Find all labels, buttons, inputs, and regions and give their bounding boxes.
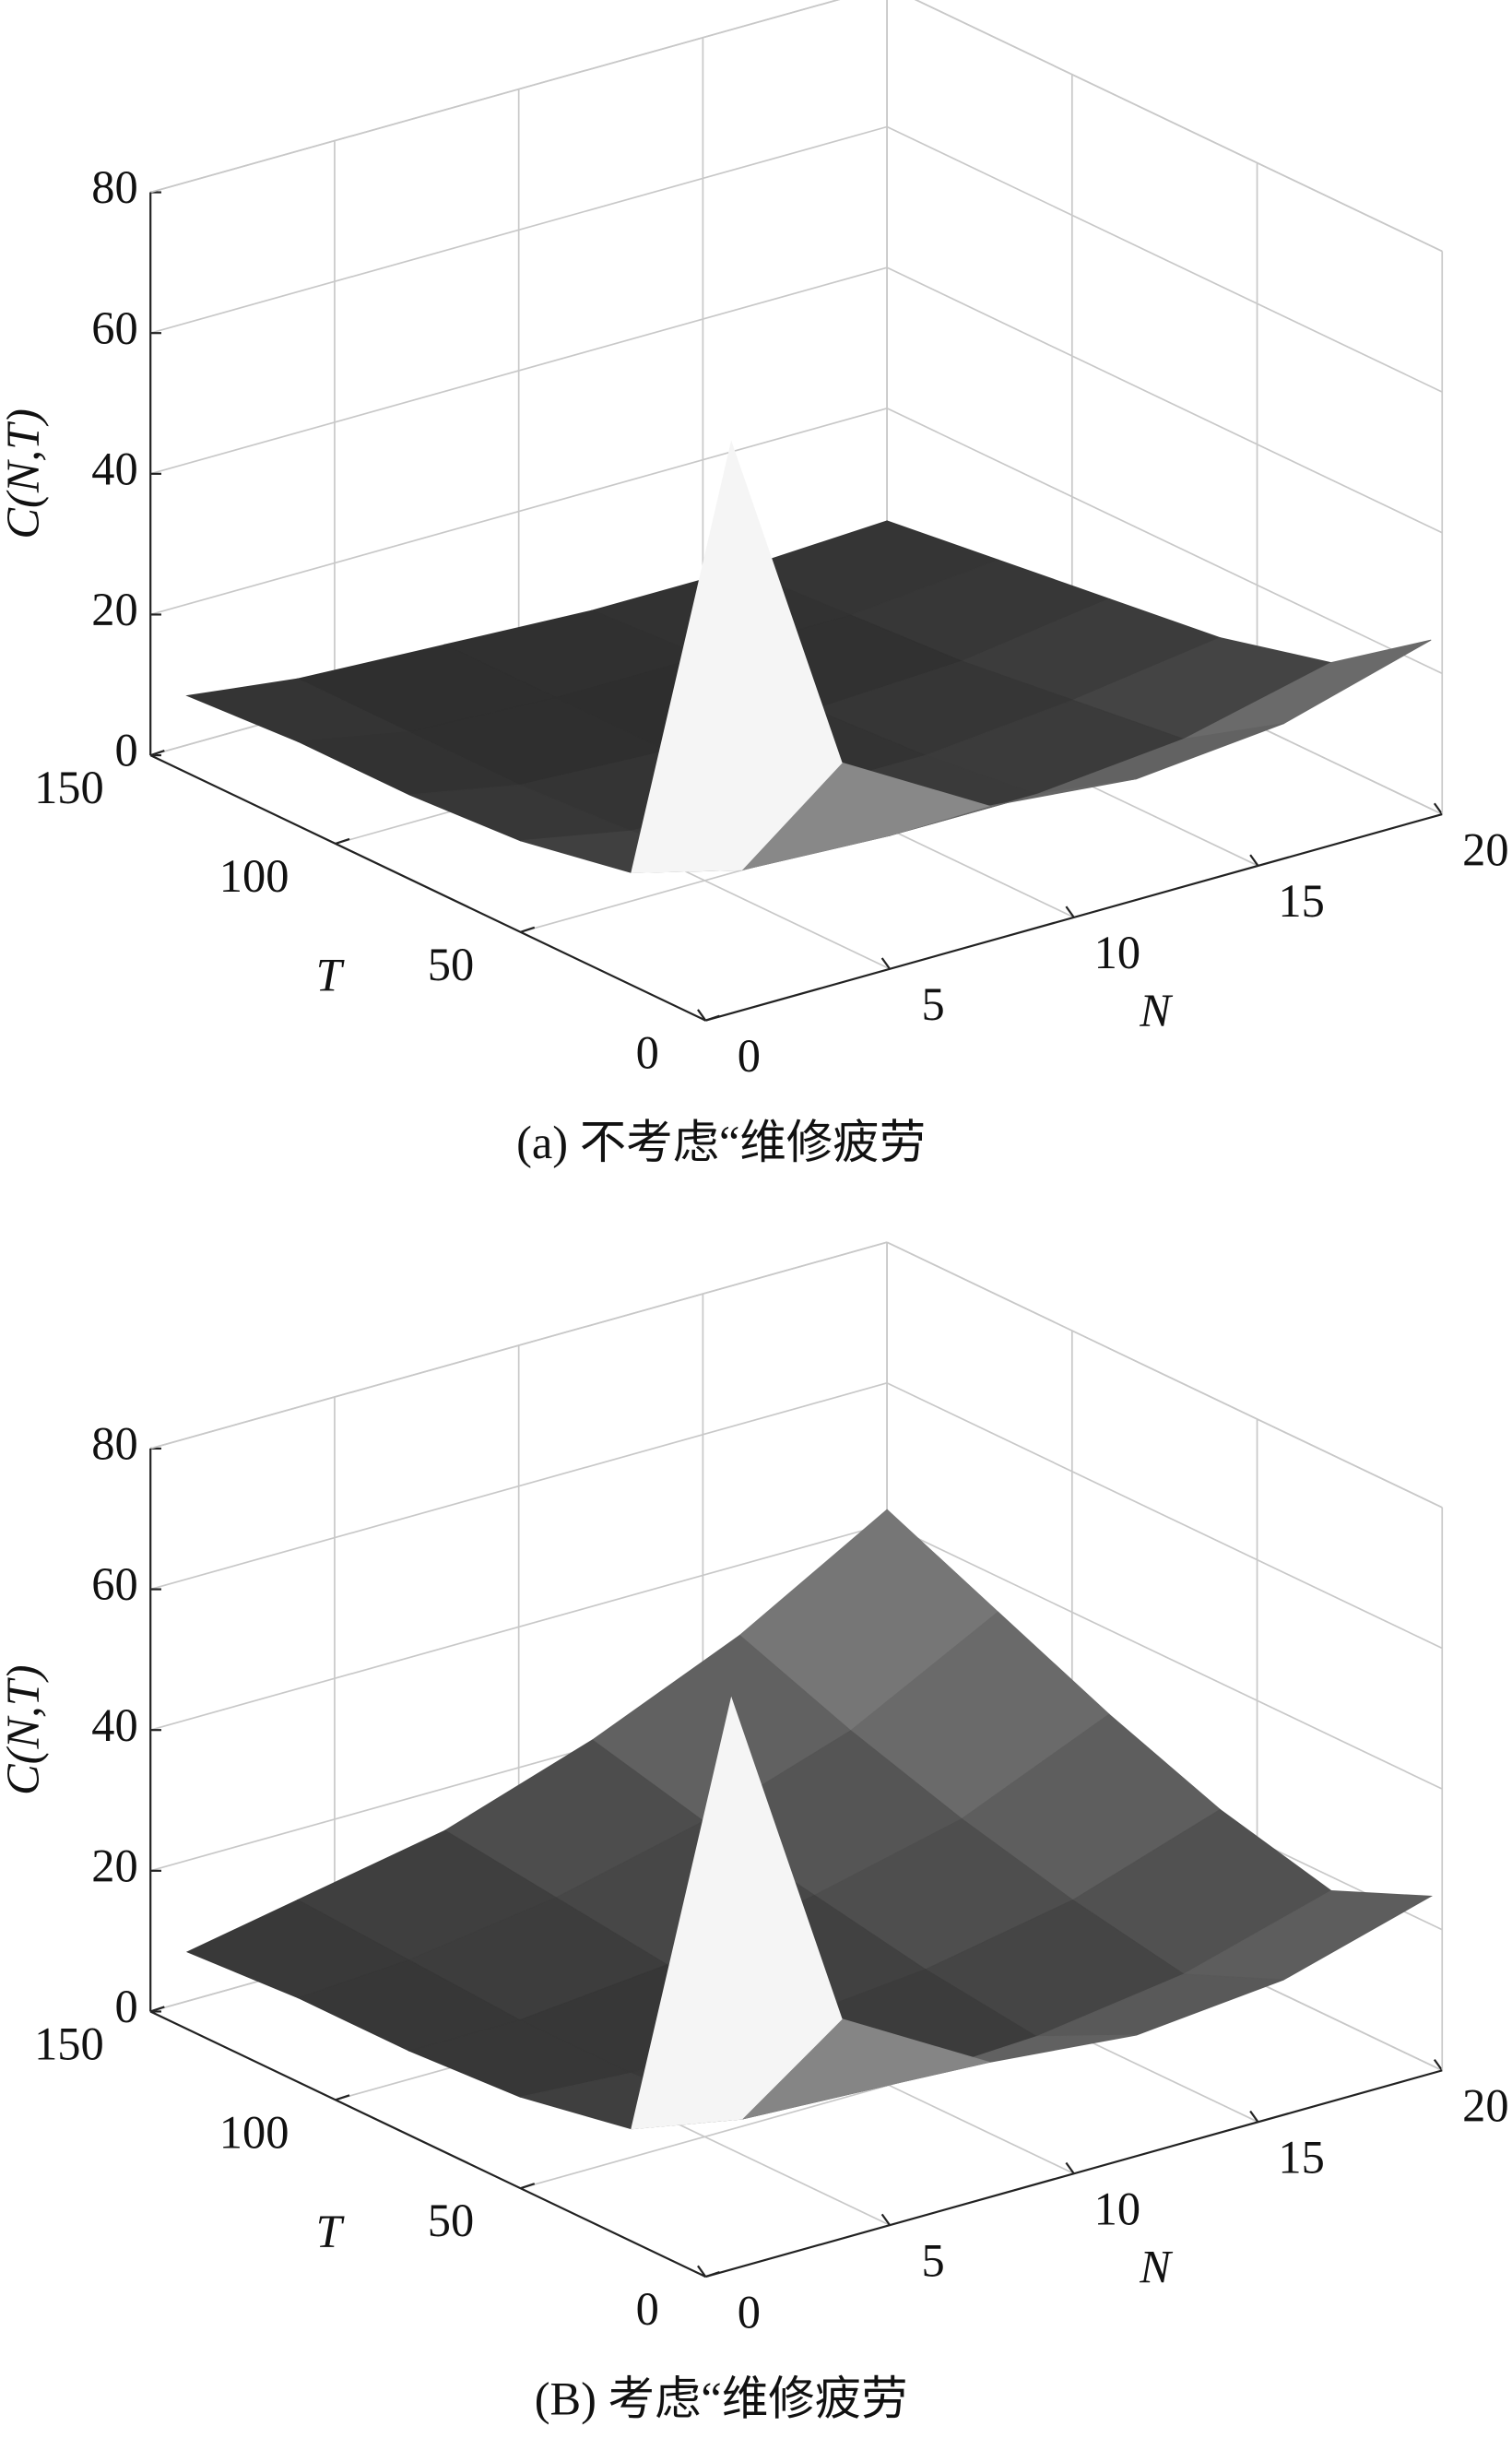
- tick-mark: [697, 2265, 707, 2278]
- z-axis-label: C(N,T): [0, 1664, 49, 1795]
- y-tick-label: 100: [219, 2106, 289, 2158]
- y-axis-label: T: [316, 2206, 346, 2257]
- x-tick-label: 15: [1278, 875, 1324, 927]
- z-tick-label: 0: [115, 1981, 138, 2032]
- x-axis: [705, 2069, 1443, 2278]
- z-tick-label: 80: [91, 1418, 137, 1470]
- box-edge: [149, 0, 841, 194]
- tick-mark: [520, 926, 536, 933]
- x-axis-label: N: [1139, 985, 1173, 1036]
- z-tick-label: 40: [91, 443, 137, 494]
- grid-line: [886, 125, 1443, 393]
- tick-mark: [1249, 854, 1259, 867]
- z-tick-label: 40: [91, 1699, 137, 1751]
- surface-cell: [631, 440, 843, 873]
- z-tick-label: 60: [91, 302, 137, 354]
- tick-mark: [149, 2006, 165, 2013]
- x-tick-label: 0: [738, 1030, 761, 1082]
- x-axis: [705, 812, 1443, 1022]
- y-tick-label: 50: [428, 2195, 474, 2246]
- surface-chart: 0 20 40 60 80 0 5 10 15 20 0 50 100 150 C(N,T) T N (a) 不考…: [0, 0, 1509, 1168]
- z-tick-label: 80: [91, 161, 137, 213]
- box-edge: [149, 1241, 888, 1450]
- box-edge: [914, 0, 1443, 253]
- y-axis-label: T: [316, 950, 346, 1001]
- x-tick-label: 20: [1462, 823, 1508, 875]
- grid-line: [886, 408, 1443, 675]
- tick-mark: [1249, 2110, 1259, 2123]
- caption: (B) 考虑“维修疲劳: [535, 2373, 908, 2425]
- z-tick-label: 0: [115, 725, 138, 776]
- x-axis-label: N: [1139, 2242, 1173, 2293]
- x-tick-label: 15: [1278, 2132, 1324, 2184]
- tick-mark: [335, 837, 350, 846]
- y-tick-label: 150: [34, 762, 104, 813]
- box-edge: [886, 1241, 1443, 1509]
- grid-line: [886, 1382, 1443, 1650]
- tick-mark: [697, 1009, 707, 1022]
- surface-cell: [631, 1696, 843, 2130]
- tick-mark: [1433, 802, 1444, 815]
- z-axis-label: C(N,T): [0, 408, 49, 539]
- tick-mark: [1065, 2161, 1075, 2174]
- tick-mark: [1065, 905, 1075, 918]
- grid-line: [886, 1522, 1443, 1790]
- x-tick-label: 5: [922, 978, 945, 1030]
- tick-mark: [1433, 2058, 1444, 2072]
- y-tick-label: 150: [34, 2018, 104, 2069]
- z-tick-label: 60: [91, 1558, 137, 1610]
- surface-chart: 0 20 40 60 80 0 5 10 15 20 0 50 100 150 C(N,T) T N (B) 考虑…: [0, 1241, 1509, 2425]
- x-tick-label: 5: [922, 2234, 945, 2286]
- tick-mark: [880, 957, 891, 970]
- z-tick-label: 20: [91, 584, 137, 635]
- y-axis: [149, 754, 706, 1022]
- y-tick-label: 50: [428, 939, 474, 990]
- x-tick-label: 20: [1462, 2080, 1508, 2132]
- x-tick-label: 10: [1094, 2184, 1140, 2235]
- x-tick-label: 10: [1094, 927, 1140, 978]
- y-tick-label: 100: [219, 850, 289, 902]
- z-tick-label: 20: [91, 1840, 137, 1891]
- y-tick-label: 0: [636, 2283, 659, 2335]
- y-axis: [149, 2010, 706, 2278]
- tick-mark: [335, 2094, 350, 2101]
- tick-mark: [880, 2213, 891, 2226]
- grid-line: [886, 266, 1443, 534]
- caption: (a) 不考虑“维修疲劳: [516, 1117, 926, 1168]
- grid-line: [914, 0, 1443, 253]
- tick-mark: [520, 2183, 536, 2190]
- tick-mark: [149, 750, 165, 757]
- x-tick-label: 0: [738, 2286, 761, 2337]
- y-tick-label: 0: [636, 1027, 659, 1079]
